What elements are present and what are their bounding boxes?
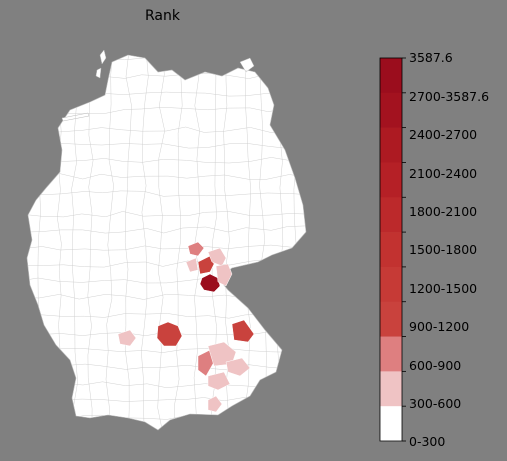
district-boundary [105, 55, 114, 430]
germany-land [26, 54, 307, 431]
colorbar-label: 300-600 [409, 396, 462, 411]
district-boundary [174, 55, 183, 430]
district-boundary [141, 55, 149, 430]
colorbar-label: 1200-1500 [409, 281, 478, 296]
district-red [231, 319, 255, 343]
district-boundary [124, 55, 132, 430]
district-boundary [27, 190, 306, 197]
district-boundary [27, 107, 306, 115]
district-boundary [27, 259, 306, 268]
colorbar-segment [380, 92, 402, 128]
ruegen-island [239, 57, 255, 73]
colorbar-frame [379, 57, 403, 442]
district-boundary [27, 55, 306, 66]
district-boundary [27, 225, 306, 234]
colorbar-top-label: 3587.6 [409, 50, 453, 65]
district-boundary [27, 157, 306, 164]
district-red [156, 321, 183, 347]
district-light [207, 341, 237, 367]
colorbar-label: 2100-2400 [409, 166, 478, 181]
colorbar-label: 900-1200 [409, 319, 470, 334]
colorbar-segment [380, 162, 402, 198]
colorbar-label: 2700-3587.6 [409, 89, 490, 104]
colorbar [379, 57, 406, 442]
colorbar-label: 600-900 [409, 358, 462, 373]
district-pink [187, 241, 205, 257]
colorbar-label: 1800-2100 [409, 204, 478, 219]
district-boundary [87, 55, 94, 430]
colorbar-segment [380, 301, 402, 337]
district-light [215, 263, 233, 287]
district-boundary [27, 173, 306, 180]
colorbar-segment [380, 336, 402, 372]
colorbar-segment [380, 58, 402, 94]
district-boundary [27, 347, 306, 353]
district-light [207, 395, 223, 413]
district-boundary [27, 211, 306, 218]
district-boundary [244, 55, 252, 430]
district-pink [197, 349, 215, 377]
district-light [117, 329, 137, 347]
district-boundary [71, 55, 78, 430]
colorbar-segment [380, 197, 402, 233]
district-light [225, 357, 251, 377]
map-title: Rank [145, 8, 180, 24]
district-light [185, 257, 199, 273]
district-boundary [157, 55, 165, 430]
district-boundary [259, 55, 268, 430]
colorbar-segment [380, 371, 402, 407]
colorbar-segment [380, 406, 402, 442]
district-boundary [223, 55, 230, 430]
colorbar-label: 2400-2700 [409, 127, 478, 142]
islands [61, 49, 255, 122]
colorbar-label: 1500-1800 [409, 242, 478, 257]
district-red [197, 255, 215, 275]
colorbar-segment [380, 127, 402, 163]
district-high-rank [199, 273, 221, 293]
north-sea-island [99, 49, 107, 65]
district-boundary [27, 55, 30, 430]
colorbar-segment [380, 266, 402, 303]
highlighted-districts [117, 241, 255, 413]
colorbar-label: 0-300 [409, 434, 446, 449]
district-light [207, 371, 231, 391]
north-sea-island [95, 67, 102, 79]
district-boundary [210, 55, 217, 430]
district-boundary [27, 126, 306, 134]
colorbar-segment [380, 232, 402, 268]
district-light [207, 247, 227, 267]
